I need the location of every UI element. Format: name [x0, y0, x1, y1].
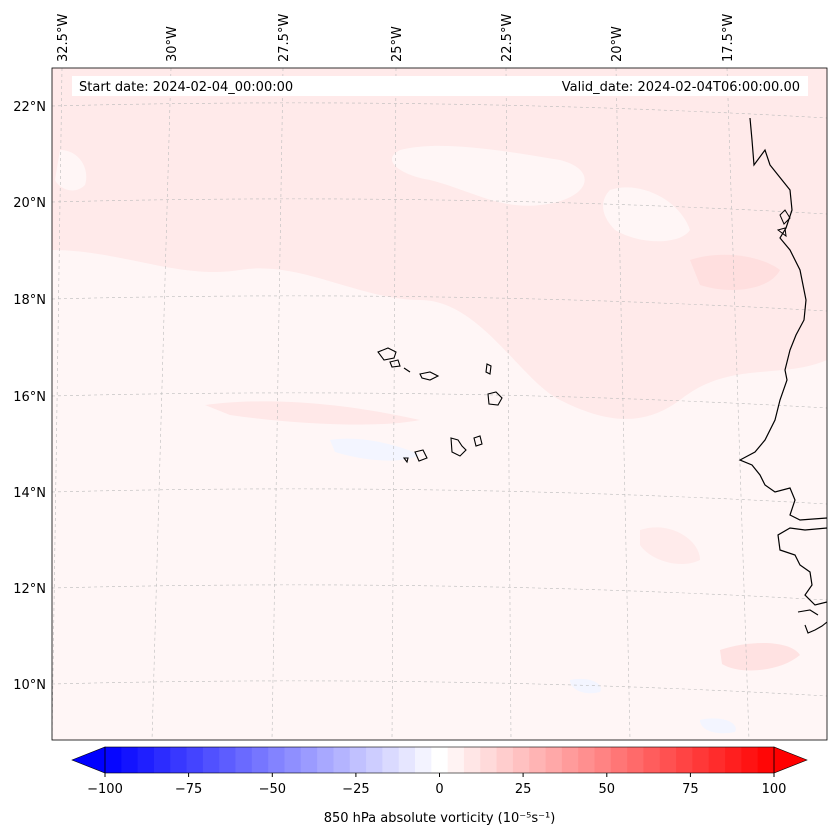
lat-label: 16°N — [13, 390, 46, 405]
colorbar-cell — [105, 747, 122, 773]
colorbar-max-arrow — [773, 746, 808, 774]
colorbar-cell — [284, 747, 302, 773]
vorticity-patch-2 — [55, 150, 87, 191]
colorbar-cell — [186, 747, 204, 773]
colorbar-tick-label: −100 — [87, 782, 123, 797]
colorbar-cell — [741, 747, 759, 773]
lat-label: 14°N — [13, 486, 46, 501]
colorbar: −100 −75 −50 −25 0 25 50 75 100 850 hPa … — [71, 746, 808, 826]
colorbar-cell — [708, 747, 726, 773]
valid-date-label: Valid_date: 2024-02-04T06:00:00.00 — [562, 80, 800, 95]
colorbar-cell — [170, 747, 187, 773]
colorbar-cell — [757, 747, 775, 773]
lon-label: 20°W — [610, 26, 625, 62]
lon-label: 30°W — [165, 26, 180, 62]
colorbar-cell — [382, 747, 400, 773]
colorbar-cell — [398, 747, 416, 773]
colorbar-cell — [692, 747, 710, 773]
lat-label: 22°N — [13, 100, 46, 115]
lon-label: 17.5°W — [721, 14, 736, 62]
colorbar-cell — [480, 747, 498, 773]
africa-coastline — [738, 117, 827, 521]
vorticity-blue-1 — [330, 438, 420, 461]
colorbar-cell — [447, 747, 465, 773]
longitude-labels: 32.5°W 30°W 27.5°W 25°W 22.5°W 20°W 17.5… — [56, 14, 736, 62]
vorticity-blue-2 — [570, 678, 601, 694]
colorbar-cell — [251, 747, 269, 773]
colorbar-cell — [463, 747, 481, 773]
cape-verde-islands — [377, 347, 503, 464]
colorbar-cell — [235, 747, 253, 773]
colorbar-cell — [610, 747, 628, 773]
colorbar-cell — [415, 747, 432, 773]
colorbar-tick-label: 75 — [682, 782, 699, 797]
colorbar-tick-label: −75 — [175, 782, 202, 797]
vorticity-patch-1 — [391, 145, 585, 206]
colorbar-cell — [349, 747, 367, 773]
colorbar-tick-label: 100 — [762, 782, 787, 797]
colorbar-tick-label: −50 — [259, 782, 286, 797]
africa-coastline-islands — [797, 609, 827, 634]
colorbar-cell — [121, 747, 139, 773]
vorticity-blue-3 — [700, 718, 736, 734]
colorbar-ticks: −100 −75 −50 −25 0 25 50 75 100 — [87, 773, 786, 797]
lat-label: 20°N — [13, 196, 46, 211]
colorbar-cell — [627, 747, 644, 773]
longitude-gridlines — [52, 68, 750, 740]
latitude-labels: 22°N 20°N 18°N 16°N 14°N 12°N 10°N — [13, 100, 46, 693]
colorbar-cell — [496, 747, 514, 773]
vorticity-field — [52, 68, 827, 740]
colorbar-cell — [137, 747, 155, 773]
lat-label: 12°N — [13, 582, 46, 597]
colorbar-cell — [578, 747, 595, 773]
vorticity-streak-1 — [690, 254, 780, 290]
colorbar-cell — [643, 747, 661, 773]
colorbar-cell — [431, 747, 449, 773]
latitude-gridlines — [52, 102, 827, 697]
lon-label: 25°W — [390, 26, 405, 62]
colorbar-cell — [545, 747, 563, 773]
colorbar-cell — [366, 747, 383, 773]
colorbar-tick-label: 25 — [515, 782, 532, 797]
colorbar-cell — [268, 747, 285, 773]
vorticity-streak-3 — [720, 643, 800, 671]
map-frame — [51, 67, 828, 741]
colorbar-cell — [659, 747, 677, 773]
colorbar-cells — [105, 747, 775, 773]
colorbar-tick-label: 0 — [435, 782, 443, 797]
colorbar-cell — [725, 747, 742, 773]
vorticity-region-north — [52, 68, 827, 419]
lon-label: 32.5°W — [56, 14, 71, 62]
africa-coastline-south — [777, 527, 827, 606]
lon-label: 22.5°W — [500, 14, 515, 62]
vorticity-streak-2 — [205, 401, 420, 425]
colorbar-cell — [594, 747, 612, 773]
colorbar-tick-label: 50 — [599, 782, 616, 797]
lon-label: 27.5°W — [277, 14, 292, 62]
colorbar-cell — [561, 747, 579, 773]
colorbar-cell — [317, 747, 334, 773]
colorbar-cell — [202, 747, 220, 773]
start-date-label: Start date: 2024-02-04_00:00:00 — [79, 80, 293, 95]
colorbar-label: 850 hPa absolute vorticity (10⁻⁵s⁻¹) — [324, 811, 556, 826]
colorbar-cell — [529, 747, 546, 773]
coastal-inlet-1 — [776, 209, 791, 238]
colorbar-cell — [300, 747, 318, 773]
colorbar-cell — [219, 747, 236, 773]
colorbar-min-arrow — [71, 746, 106, 774]
colorbar-cell — [512, 747, 530, 773]
lat-label: 18°N — [13, 293, 46, 308]
colorbar-tick-label: −25 — [342, 782, 369, 797]
lat-label: 10°N — [13, 678, 46, 693]
colorbar-cell — [153, 747, 171, 773]
colorbar-cell — [333, 747, 351, 773]
vorticity-streak-4 — [640, 527, 700, 565]
colorbar-cell — [676, 747, 693, 773]
vorticity-patch-3 — [603, 187, 690, 242]
header-box — [72, 76, 808, 96]
